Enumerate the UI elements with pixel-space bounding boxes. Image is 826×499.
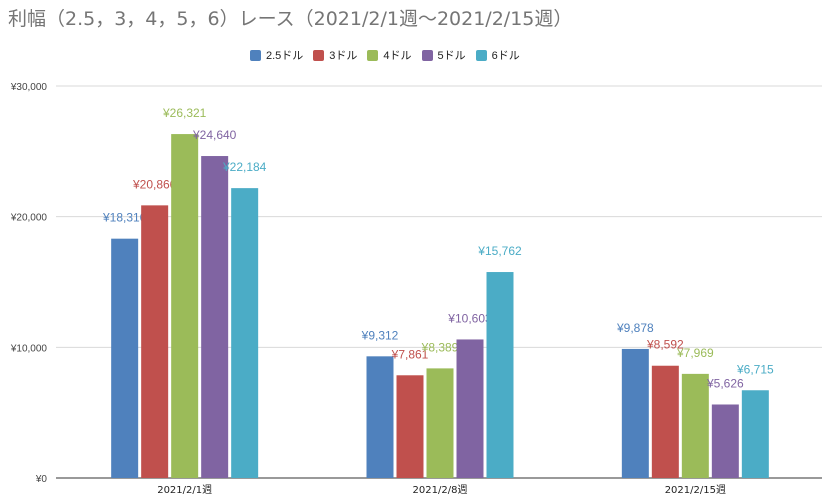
- legend-label: 3ドル: [329, 50, 358, 62]
- legend-label: 5ドル: [437, 50, 466, 62]
- legend-label: 2.5ドル: [266, 50, 304, 62]
- legend-label: 6ドル: [491, 50, 520, 62]
- data-label: ¥9,878: [616, 321, 654, 335]
- legend-item-4-dollar: 4ドル: [367, 47, 412, 63]
- legend-item-3-dollar: 3ドル: [313, 47, 357, 63]
- chart-legend: 2.5ドル 3ドル 4ドル 5ドル 6ドル: [250, 46, 520, 64]
- data-label: ¥7,969: [676, 346, 714, 360]
- data-label: ¥24,640: [192, 128, 237, 142]
- data-label: ¥18,316: [102, 211, 147, 225]
- bar: [201, 156, 229, 478]
- bar: [486, 272, 514, 478]
- y-tick-label: ¥30,000: [10, 82, 48, 93]
- legend-item-5-dollar: 5ドル: [421, 47, 466, 63]
- legend-item-6-dollar: 6ドル: [475, 47, 520, 63]
- bar: [711, 404, 739, 478]
- data-label: ¥5,626: [706, 376, 744, 390]
- bar: [111, 238, 139, 478]
- data-label: ¥6,715: [736, 362, 774, 376]
- bar: [171, 134, 199, 478]
- legend-swatch: [421, 49, 433, 61]
- data-label: ¥26,321: [162, 106, 207, 120]
- data-label: ¥7,861: [391, 347, 429, 361]
- data-label: ¥9,312: [361, 328, 399, 342]
- legend-swatch: [250, 49, 261, 61]
- bar: [456, 339, 484, 478]
- legend-swatch: [313, 49, 325, 61]
- x-tick-label: 2021/2/1週: [157, 484, 212, 496]
- bar: [231, 188, 259, 478]
- bar: [681, 373, 709, 478]
- y-tick-label: ¥10,000: [10, 343, 48, 354]
- data-label: ¥10,603: [447, 311, 492, 325]
- legend-label: 4ドル: [383, 50, 412, 62]
- legend-swatch: [367, 49, 379, 61]
- data-label: ¥20,866: [132, 177, 177, 191]
- bar: [396, 375, 424, 478]
- chart-title: 利幅（2.5，3，4，5，6）レース（2021/2/1週～2021/2/15週）: [8, 8, 573, 30]
- x-tick-label: 2021/2/15週: [665, 484, 726, 496]
- data-label: ¥22,184: [222, 160, 267, 174]
- bar: [651, 365, 679, 478]
- bar: [741, 390, 769, 478]
- data-label: ¥8,389: [421, 340, 459, 354]
- x-tick-label: 2021/2/8週: [413, 484, 468, 496]
- legend-swatch: [475, 49, 487, 61]
- y-tick-label: ¥0: [35, 474, 48, 485]
- bar: [621, 348, 649, 478]
- bar: [366, 356, 394, 478]
- y-tick-label: ¥20,000: [10, 213, 48, 224]
- data-label: ¥15,762: [477, 244, 522, 258]
- bar: [426, 368, 454, 478]
- data-label: ¥8,592: [646, 338, 684, 352]
- legend-item-2-5-dollar: 2.5ドル: [250, 47, 303, 63]
- bar: [141, 205, 169, 478]
